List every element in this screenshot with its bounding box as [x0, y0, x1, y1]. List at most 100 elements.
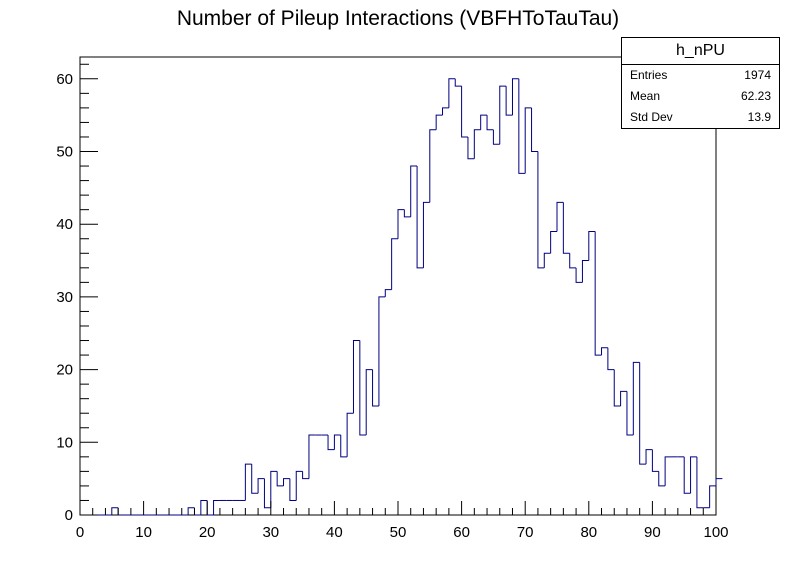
histogram-bin: [581, 260, 589, 283]
x-tick-label: 10: [135, 524, 152, 541]
histogram-bin: [543, 252, 551, 268]
histogram-bin: [206, 500, 214, 516]
histogram-bin: [588, 230, 596, 261]
histogram-bin: [632, 361, 640, 436]
histogram-bin: [435, 114, 443, 130]
histogram-bin: [117, 507, 125, 516]
stats-value-mean: 62.23: [740, 89, 771, 103]
histogram-bin: [442, 107, 449, 116]
histogram-bin: [651, 449, 659, 472]
histogram-bin: [550, 230, 557, 254]
histogram-bin: [658, 471, 666, 487]
histogram-bin: [416, 166, 424, 269]
histogram-bin: [308, 434, 316, 479]
histogram-bin: [556, 201, 564, 232]
histogram-bin: [397, 209, 405, 239]
histogram-bin: [384, 289, 392, 297]
histogram-bin: [696, 456, 704, 509]
histogram-bin: [346, 412, 354, 457]
histogram-bin: [454, 78, 462, 87]
histogram-bin: [575, 267, 583, 283]
histogram-bin: [378, 296, 386, 406]
stats-row-entries: Entries 1974: [622, 65, 779, 86]
x-tick-label: 40: [326, 524, 343, 541]
histogram-bin: [410, 165, 418, 217]
y-tick-label: 10: [56, 434, 73, 451]
stats-histogram-name: h_nPU: [622, 38, 779, 65]
histogram-bin: [352, 340, 360, 414]
histogram-bin: [486, 115, 494, 131]
histogram-bin: [473, 129, 481, 159]
histogram-bin: [639, 362, 647, 465]
histogram-bin: [429, 129, 437, 203]
histogram-bin: [537, 151, 545, 269]
histogram-bin: [403, 209, 411, 218]
histogram-bin: [499, 85, 507, 145]
stats-value-entries: 1974: [744, 68, 771, 82]
histogram-bin: [467, 136, 475, 160]
histogram-bin: [340, 435, 348, 458]
histogram-bin: [531, 107, 538, 153]
histogram-bin: [200, 499, 208, 515]
x-tick-label: 100: [703, 524, 728, 541]
x-tick-label: 60: [453, 524, 470, 541]
y-tick-label: 50: [56, 144, 73, 161]
histogram-bin: [562, 202, 570, 254]
histogram-bin: [607, 347, 615, 371]
x-tick-label: 0: [76, 524, 84, 541]
histogram-bin: [193, 507, 201, 516]
stats-value-stddev: 13.9: [747, 110, 771, 124]
y-tick-label: 0: [65, 507, 73, 524]
histogram-bin: [289, 478, 297, 501]
histogram-bin: [626, 391, 634, 436]
stats-label-stddev: Std Dev: [630, 110, 673, 124]
y-tick-label: 40: [56, 216, 73, 233]
histogram-bin: [302, 471, 309, 480]
stats-box: h_nPU Entries 1974 Mean 62.23 Std Dev 13…: [621, 37, 780, 129]
histogram-bin: [263, 478, 271, 509]
histogram-bin: [620, 390, 627, 406]
histogram-bin: [461, 86, 468, 138]
chart-title: Number of Pileup Interactions (VBFHToTau…: [176, 7, 620, 30]
histogram-bin: [283, 478, 290, 486]
histogram-bin: [365, 369, 373, 436]
histogram-bin: [257, 478, 265, 494]
histogram-bin: [187, 507, 195, 515]
x-tick-label: 30: [262, 524, 279, 541]
histogram-bin: [359, 340, 367, 436]
histogram-bin: [569, 253, 577, 269]
histogram-bin: [492, 129, 500, 145]
histogram-bin: [715, 478, 723, 486]
histogram-bin: [709, 485, 716, 508]
histogram-bin: [645, 449, 653, 465]
y-tick-label: 20: [56, 362, 73, 379]
histogram-bin: [251, 464, 259, 494]
x-tick-label: 90: [644, 524, 661, 541]
histogram-bin: [295, 470, 303, 501]
stats-row-mean: Mean 62.23: [622, 86, 779, 107]
x-tick-label: 80: [580, 524, 597, 541]
histogram-bin: [422, 201, 430, 268]
stats-label-mean: Mean: [630, 89, 661, 103]
x-tick-label: 70: [517, 524, 534, 541]
histogram-bin: [601, 347, 608, 356]
histogram-bin: [524, 107, 532, 174]
histogram-bin: [613, 369, 621, 407]
histogram-bin: [448, 78, 456, 108]
histogram-bin: [111, 507, 119, 515]
stats-row-stddev: Std Dev 13.9: [622, 107, 779, 128]
y-tick-label: 30: [56, 289, 73, 306]
histogram-bin: [276, 471, 284, 487]
histogram-bin: [480, 114, 488, 130]
histogram-bin: [594, 231, 602, 356]
histogram-bin: [333, 434, 341, 450]
histogram-bin: [683, 456, 691, 494]
histogram-bin: [511, 78, 519, 116]
histogram-bin: [505, 86, 513, 116]
histogram-bin: [664, 456, 672, 486]
histogram-bin: [690, 456, 697, 494]
y-tick-label: 60: [56, 71, 73, 88]
histogram-bin: [372, 369, 379, 407]
histogram-bin: [391, 238, 398, 290]
